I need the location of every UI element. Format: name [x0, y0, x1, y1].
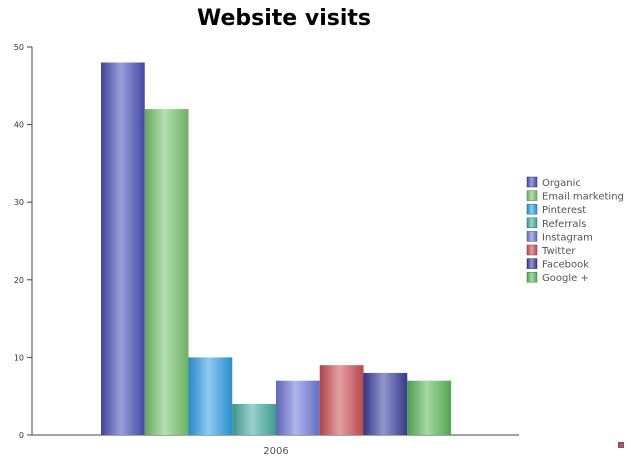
legend-swatch: [526, 271, 538, 283]
legend-swatch: [526, 190, 538, 201]
bar-pinterest: [188, 357, 233, 435]
legend-label: Facebook: [542, 260, 589, 271]
legend-swatch: [526, 244, 538, 256]
y-tick-label: 50: [14, 43, 24, 52]
bar-series-group: [101, 62, 451, 436]
y-tick-label: 40: [14, 121, 24, 130]
y-tick-label: 30: [14, 198, 24, 207]
legend-label: Twitter: [541, 246, 576, 257]
legend-swatch: [526, 231, 538, 242]
bar-email-marketing: [144, 109, 189, 435]
legend-label: Instagram: [542, 232, 593, 243]
legend-swatch: [526, 258, 538, 269]
legend-swatch: [526, 176, 538, 188]
y-tick-label: 0: [19, 431, 24, 440]
y-axis-ticks: 0 10 20 30 40 50: [14, 43, 32, 440]
x-category-label: 2006: [263, 446, 288, 457]
corner-icon: [618, 442, 624, 448]
bar-instagram: [276, 380, 320, 435]
legend-label: Email marketing: [542, 192, 624, 203]
y-tick-label: 20: [14, 276, 24, 285]
chart-title: Website visits: [197, 6, 371, 31]
bar-google: [407, 380, 451, 435]
y-tick-label: 10: [14, 353, 24, 362]
legend-label: Pinterest: [542, 205, 586, 216]
bar-referrals: [232, 403, 276, 435]
bar-twitter: [319, 365, 364, 435]
legend-label: Organic: [542, 178, 581, 189]
legend-label: Referrals: [542, 219, 587, 230]
bar-facebook: [363, 372, 408, 435]
bar-organic: [101, 62, 145, 436]
legend-swatch: [526, 217, 538, 229]
x-axis-labels: 2006: [263, 446, 288, 457]
legend: Organic Email marketing Pinterest Referrals…: [526, 176, 624, 284]
legend-label: Google +: [542, 273, 589, 284]
legend-swatch: [526, 203, 538, 215]
